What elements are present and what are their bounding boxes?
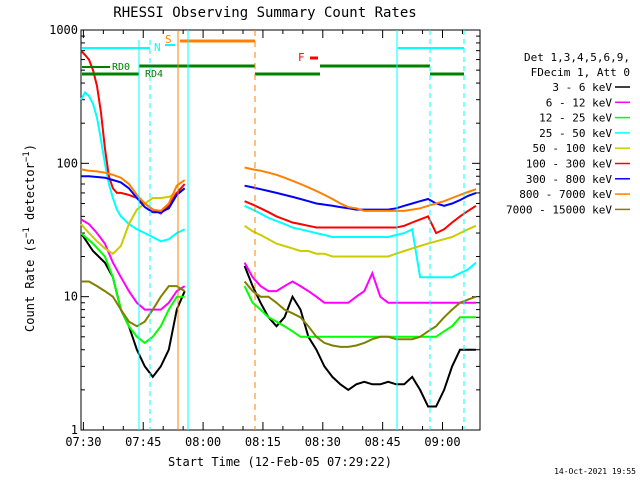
series-line-4-seg-1 xyxy=(244,224,477,258)
chart-title: RHESSI Observing Summary Count Rates xyxy=(113,5,416,21)
series-line-7-seg-1 xyxy=(244,166,477,212)
state-layer: N S F RD0 RD4 xyxy=(82,30,465,430)
series-line-2-seg-1 xyxy=(243,285,476,338)
series-line-1-seg-1 xyxy=(243,262,476,304)
state-label-rd4: RD4 xyxy=(145,69,163,80)
legend-label: 7000 - 15000 keV xyxy=(506,203,612,216)
series-line-4-seg-0 xyxy=(80,187,186,255)
x-axis-label: Start Time (12-Feb-05 07:29:22) xyxy=(168,455,392,469)
series-line-1-seg-0 xyxy=(80,218,186,311)
legend-label: 100 - 300 keV xyxy=(526,158,612,171)
axis-ticks xyxy=(81,30,480,431)
series-line-5-seg-1 xyxy=(244,200,477,235)
series-line-3-seg-1 xyxy=(244,204,477,279)
y-tick-label: 10 xyxy=(64,290,78,304)
legend-label: 3 - 6 keV xyxy=(552,81,612,94)
x-tick-label: 07:30 xyxy=(65,435,101,449)
legend-header-2: FDecim 1, Att 0 xyxy=(531,66,630,79)
x-tick-labels: 07:30 07:45 08:00 08:15 08:30 08:45 09:00 xyxy=(65,435,460,449)
legend-header-1: Det 1,3,4,5,6,9, xyxy=(524,51,630,64)
timestamp: 14-Oct-2021 19:55 xyxy=(554,467,636,476)
legend-label: 50 - 100 keV xyxy=(533,142,613,155)
x-tick-label: 08:30 xyxy=(305,435,341,449)
series-line-0-seg-1 xyxy=(243,265,476,408)
x-tick-label: 08:15 xyxy=(245,435,281,449)
y-tick-label: 100 xyxy=(56,156,78,170)
legend-label: 6 - 12 keV xyxy=(546,96,613,109)
series-layer xyxy=(80,50,477,408)
plot-area: 1 10 100 1000 07:30 07:45 08:00 08:15 08:30 08:4… xyxy=(49,23,481,449)
y-tick-label: 1 xyxy=(71,423,78,437)
legend-label: 800 - 7000 keV xyxy=(519,188,612,201)
x-tick-label: 07:45 xyxy=(125,435,161,449)
series-line-2-seg-0 xyxy=(80,232,185,345)
x-tick-label: 08:00 xyxy=(185,435,221,449)
state-label-s: S xyxy=(165,33,172,46)
x-tick-label: 09:00 xyxy=(424,435,460,449)
series-line-3-seg-0 xyxy=(80,90,186,243)
series-line-6-seg-0 xyxy=(81,175,186,214)
y-tick-labels: 1 10 100 1000 xyxy=(49,23,78,437)
y-tick-label: 1000 xyxy=(49,23,78,37)
legend: Det 1,3,4,5,6,9, FDecim 1, Att 0 3 - 6 k… xyxy=(506,51,630,216)
state-label-f: F xyxy=(298,51,305,64)
state-label-n: N xyxy=(154,41,161,54)
legend-label: 25 - 50 keV xyxy=(539,127,612,140)
x-tick-label: 08:45 xyxy=(365,435,401,449)
series-line-8-seg-1 xyxy=(243,280,477,348)
state-label-rd0: RD0 xyxy=(112,62,130,73)
legend-label: 12 - 25 keV xyxy=(539,112,612,125)
y-axis-label: Count Rate (s−1 detector−1) xyxy=(22,144,37,332)
series-line-7-seg-0 xyxy=(80,168,186,212)
series-line-8-seg-0 xyxy=(81,280,186,328)
plot-frame xyxy=(80,29,481,431)
legend-label: 300 - 800 keV xyxy=(526,173,612,186)
series-line-5-seg-0 xyxy=(80,50,186,215)
series-line-0-seg-0 xyxy=(80,232,186,379)
